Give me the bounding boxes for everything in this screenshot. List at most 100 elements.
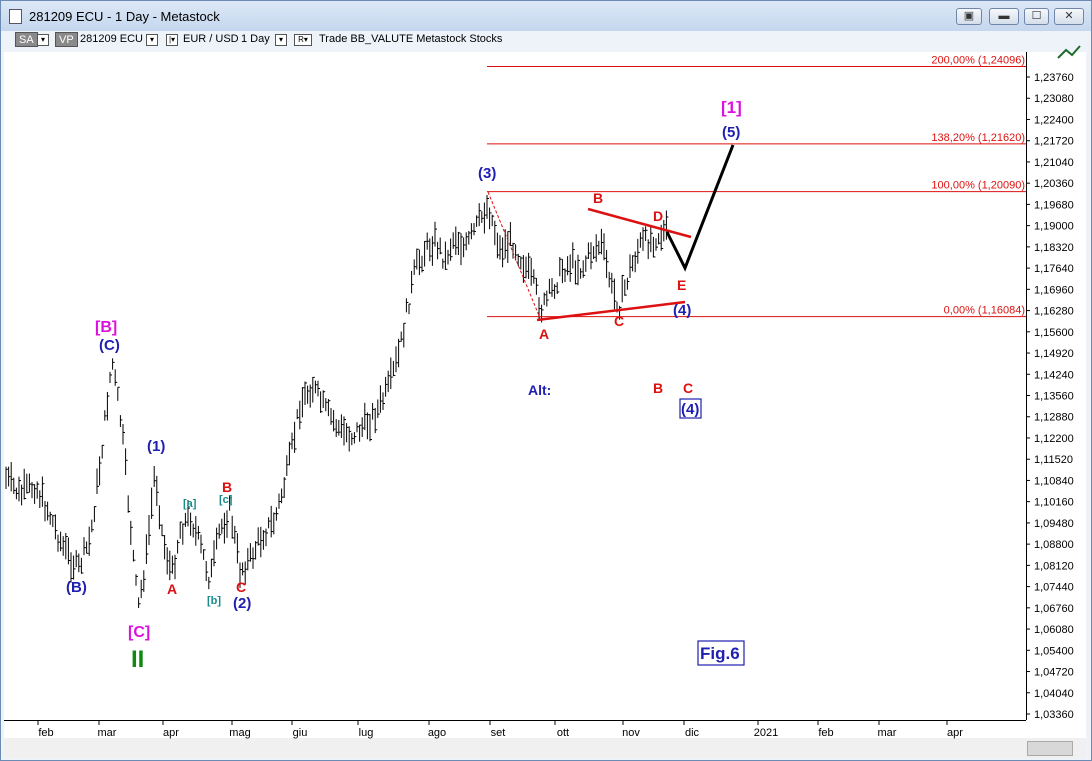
label-three-paren: (3) xyxy=(478,165,496,182)
price-tick-label: 1,14920 xyxy=(1034,348,1074,360)
price-tick-label: 1,23080 xyxy=(1034,93,1074,105)
date-tick-label: 2021 xyxy=(754,727,778,739)
fibonacci-levels: 200,00% (1,24096) 138,20% (1,21620) 100,00… xyxy=(487,55,1026,318)
security-toggle-icon[interactable]: |▾ xyxy=(166,34,178,46)
date-tick-label: lug xyxy=(359,727,374,739)
label-one-bracket: [1] xyxy=(721,98,742,117)
label-c-paren-top: (C) xyxy=(99,337,120,354)
sa-dropdown-icon[interactable]: ▾ xyxy=(37,34,49,46)
price-tick-label: 1,17640 xyxy=(1034,263,1074,275)
label-b-small: [b] xyxy=(207,595,221,607)
date-tick-label: ago xyxy=(428,727,446,739)
price-tick-label: 1,13560 xyxy=(1034,391,1074,403)
r-dropdown-icon[interactable]: R▾ xyxy=(294,34,312,46)
price-chart-area[interactable] xyxy=(4,52,1086,738)
price-tick-label: 1,22400 xyxy=(1034,114,1074,126)
vp-button[interactable]: VP xyxy=(55,32,78,47)
label-four-paren: (4) xyxy=(673,302,691,319)
price-tick-label: 1,08800 xyxy=(1034,539,1074,551)
restore-icon: ▣ xyxy=(963,10,975,22)
fib-level-label: 138,20% (1,21620) xyxy=(931,132,1025,144)
label-b-paren: (B) xyxy=(66,579,87,596)
label-a-small: [a] xyxy=(183,498,197,510)
date-tick-label: mag xyxy=(229,727,250,739)
date-tick-label: apr xyxy=(947,727,963,739)
minimize-button[interactable]: ▬ xyxy=(989,8,1019,25)
date-tick-label: dic xyxy=(685,727,700,739)
fib-level-label: 0,00% (1,16084) xyxy=(944,305,1025,317)
sa-button[interactable]: SA xyxy=(15,32,38,47)
fib-level-label: 100,00% (1,20090) xyxy=(931,180,1025,192)
price-tick-label: 1,10840 xyxy=(1034,475,1074,487)
date-tick-label: feb xyxy=(38,727,53,739)
date-axis: feb mar apr mag giu lug ago set ott nov dic 2021 feb… xyxy=(37,720,963,739)
projection-path xyxy=(665,144,735,272)
price-tick-label: 1,15600 xyxy=(1034,327,1074,339)
fib-level-label: 200,00% (1,24096) xyxy=(931,55,1025,67)
alt-four-box xyxy=(679,398,702,419)
horizontal-scrollbar[interactable] xyxy=(4,738,1086,758)
price-tick-label: 1,16960 xyxy=(1034,284,1074,296)
price-tick-label: 1,07440 xyxy=(1034,582,1074,594)
toolbar-trade-links[interactable]: Trade BB_VALUTE Metastock Stocks xyxy=(319,33,503,45)
price-axis: 1,23760 1,23080 1,22400 1,21720 1,21040 1,203… xyxy=(1026,72,1074,721)
date-axis-line xyxy=(4,720,1026,721)
price-tick-label: 1,10160 xyxy=(1034,497,1074,509)
wave-3-to-a-dashed xyxy=(487,191,541,319)
price-tick-label: 1,21040 xyxy=(1034,157,1074,169)
date-tick-label: mar xyxy=(878,727,897,739)
period-dropdown-icon[interactable]: ▾ xyxy=(275,34,287,46)
wave-labels: [B] (C) (B) [C] II (1) A [a] [b] [c] B C… xyxy=(66,98,745,673)
fig-label-box xyxy=(697,640,745,666)
period-label[interactable]: 1 Day xyxy=(241,33,270,45)
symbol-label[interactable]: 281209 ECU xyxy=(80,33,143,45)
fig-label: Fig.6 xyxy=(700,644,740,663)
label-b-red-first: B xyxy=(222,479,232,495)
price-tick-label: 1,06760 xyxy=(1034,603,1074,615)
label-b-triangle: B xyxy=(593,190,603,206)
price-axis-line xyxy=(1026,52,1027,720)
window-title: 281209 ECU - 1 Day - Metastock xyxy=(29,9,220,24)
label-alt: Alt: xyxy=(528,382,551,398)
label-five-paren: (5) xyxy=(722,124,740,141)
label-e-triangle: E xyxy=(677,277,686,293)
chart-toolbar: SA ▾ VP 281209 ECU ▾ |▾ EUR / USD 1 Day … xyxy=(1,31,1091,51)
price-tick-label: 1,05400 xyxy=(1034,645,1074,657)
price-tick-label: 1,12200 xyxy=(1034,433,1074,445)
price-tick-label: 1,16280 xyxy=(1034,306,1074,318)
close-icon: ✕ xyxy=(1064,10,1074,22)
label-a-first: A xyxy=(167,581,177,597)
symbol-dropdown-icon[interactable]: ▾ xyxy=(146,34,158,46)
minimize-icon: ▬ xyxy=(998,10,1010,22)
label-a-triangle: A xyxy=(539,326,549,342)
date-tick-label: set xyxy=(491,727,506,739)
price-tick-label: 1,03360 xyxy=(1034,709,1074,721)
restore-window-button[interactable]: ▣ xyxy=(956,8,982,25)
maximize-button[interactable]: ☐ xyxy=(1024,8,1049,25)
drawing-tools-icon[interactable] xyxy=(1056,44,1081,62)
scrollbar-thumb[interactable] xyxy=(1027,741,1073,756)
triangle-lower-trendline xyxy=(536,300,686,322)
price-tick-label: 1,04040 xyxy=(1034,688,1074,700)
price-tick-label: 1,06080 xyxy=(1034,624,1074,636)
label-d-triangle: D xyxy=(653,208,663,224)
label-alt-four: (4) xyxy=(681,401,699,418)
label-one-paren: (1) xyxy=(147,438,165,455)
date-tick-label: apr xyxy=(163,727,179,739)
label-alt-b: B xyxy=(653,380,663,396)
label-c-small: [c] xyxy=(219,494,233,506)
date-tick-label: ott xyxy=(557,727,569,739)
price-tick-label: 1,18320 xyxy=(1034,242,1074,254)
price-tick-label: 1,14240 xyxy=(1034,369,1074,381)
price-tick-label: 1,19000 xyxy=(1034,221,1074,233)
date-tick-label: mar xyxy=(98,727,117,739)
price-tick-label: 1,20360 xyxy=(1034,178,1074,190)
price-tick-label: 1,04720 xyxy=(1034,667,1074,679)
date-tick-label: feb xyxy=(818,727,833,739)
price-tick-label: 1,12880 xyxy=(1034,412,1074,424)
price-tick-label: 1,21720 xyxy=(1034,136,1074,148)
pair-label[interactable]: EUR / USD xyxy=(183,33,239,45)
close-button[interactable]: ✕ xyxy=(1054,8,1084,25)
label-wave-ii: II xyxy=(131,646,144,673)
title-bar: 281209 ECU - 1 Day - Metastock ▣ ▬ ☐ ✕ xyxy=(1,1,1091,31)
